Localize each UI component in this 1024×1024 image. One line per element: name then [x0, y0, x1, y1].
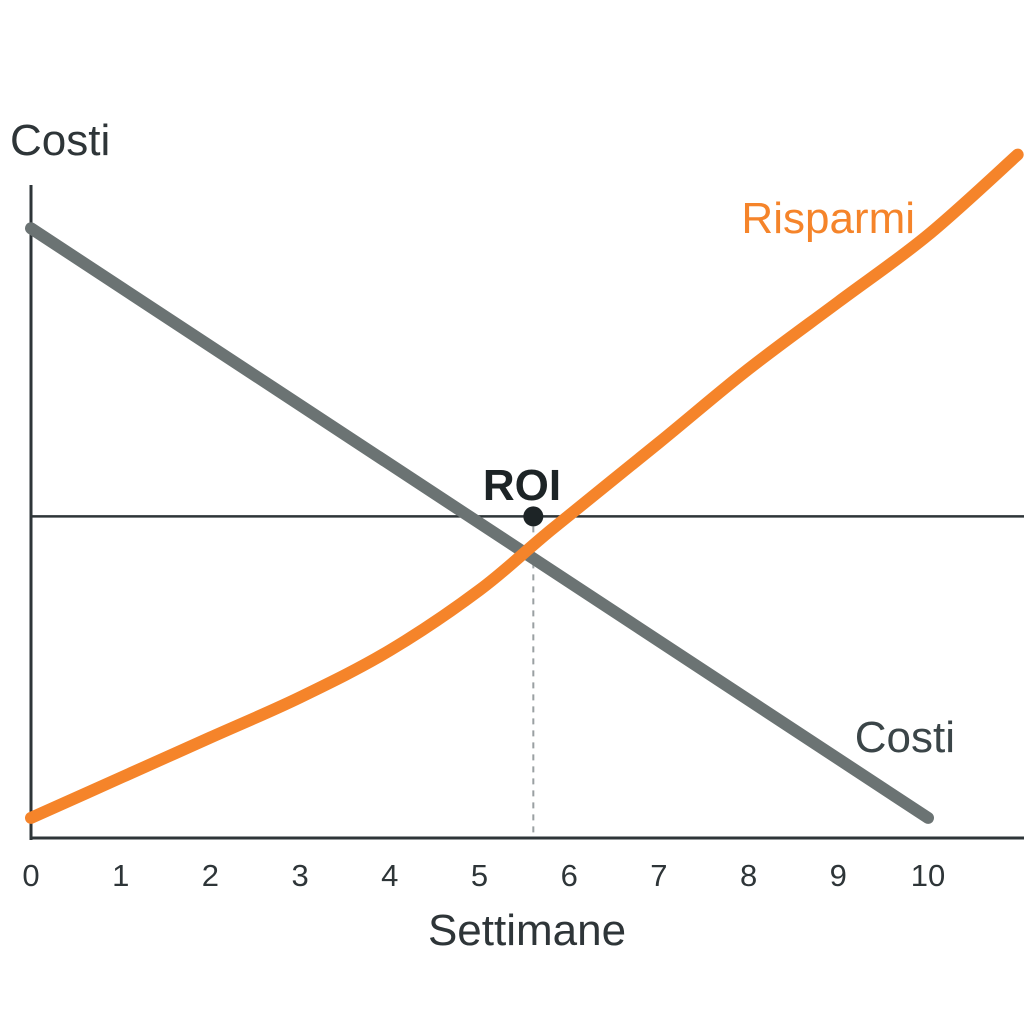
x-tick-label: 2: [202, 858, 219, 893]
x-tick-label: 0: [22, 858, 39, 893]
x-axis-title: Settimane: [428, 906, 626, 955]
x-tick-label: 4: [381, 858, 398, 893]
x-tick-label: 8: [740, 858, 757, 893]
x-tick-label: 1: [112, 858, 129, 893]
x-tick-label: 7: [650, 858, 667, 893]
roi-label: ROI: [483, 461, 561, 510]
series-label-costi: Costi: [855, 713, 955, 762]
x-tick-label: 10: [911, 858, 945, 893]
roi-marker: [523, 506, 544, 527]
x-tick-label: 3: [291, 858, 308, 893]
x-tick-label: 6: [561, 858, 578, 893]
y-axis-title: Costi: [10, 116, 110, 165]
series-label-risparmi: Risparmi: [741, 194, 915, 243]
series-line-costi: [25, 222, 934, 824]
series-line-risparmi: [25, 148, 1024, 824]
x-tick-labels: 0 1 2 3 4 5 6 7 8 9 10: [22, 858, 945, 893]
x-tick-label: 9: [830, 858, 847, 893]
x-tick-label: 5: [471, 858, 488, 893]
